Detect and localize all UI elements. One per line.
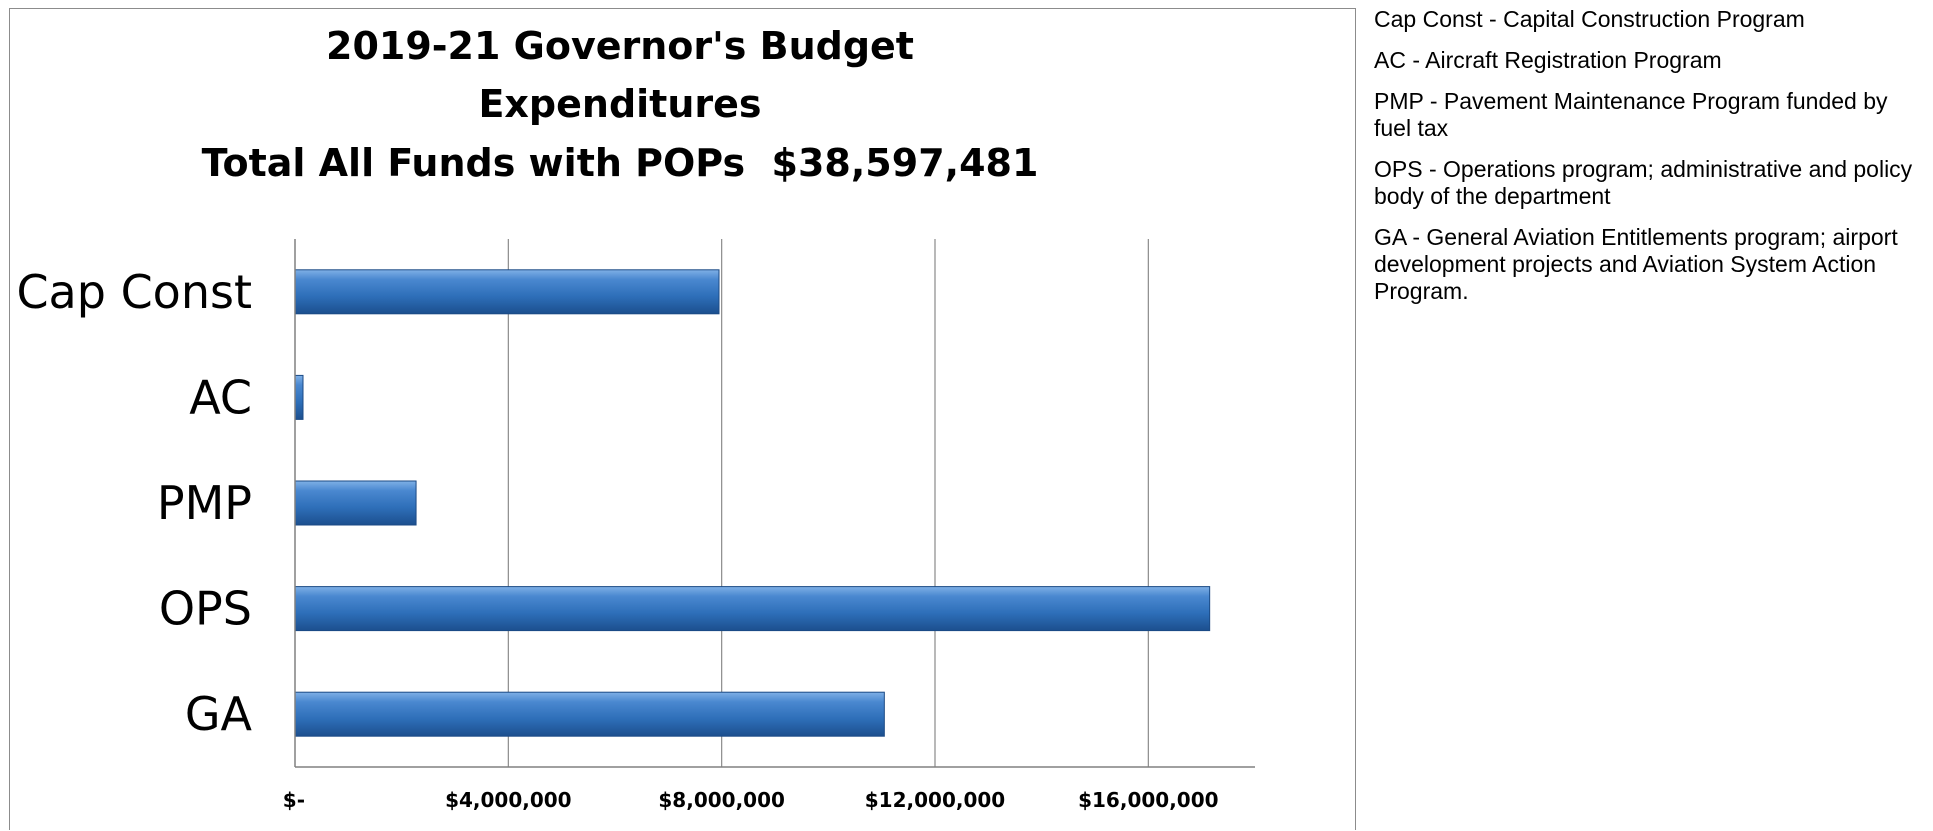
chart-title-line-3: Total All Funds with POPs $38,597,481 bbox=[202, 141, 1039, 185]
bars bbox=[294, 269, 1211, 737]
axes bbox=[294, 239, 1255, 768]
chart-title-line-1: 2019-21 Governor's Budget bbox=[326, 24, 914, 68]
category-label: Cap Const bbox=[16, 265, 252, 319]
bar-pmp bbox=[294, 480, 417, 526]
category-label: GA bbox=[185, 687, 253, 741]
bar-ops bbox=[294, 586, 1211, 632]
chart-area: Cap Const AC PMP OPS GA $- $4,000,000 $8,000,0… bbox=[9, 8, 1356, 830]
x-tick-label: $8,000,000 bbox=[658, 788, 785, 812]
note-ga: GA - General Aviation Entitlements progr… bbox=[1374, 224, 1898, 304]
note-cap-const: Cap Const - Capital Construction Program bbox=[1374, 6, 1805, 32]
x-tick-label: $16,000,000 bbox=[1078, 788, 1218, 812]
bar-chart: Cap Const AC PMP OPS GA $- $4,000,000 $8,000,0… bbox=[16, 24, 1255, 812]
x-tick-label: $12,000,000 bbox=[865, 788, 1005, 812]
category-label: OPS bbox=[159, 582, 252, 636]
x-tick-labels: $- $4,000,000 $8,000,000 $12,000,000 $16,000… bbox=[283, 788, 1219, 812]
bar-ga bbox=[294, 691, 885, 737]
category-labels: Cap Const AC PMP OPS GA bbox=[16, 265, 252, 741]
abbreviation-notes: Cap Const - Capital Construction Program… bbox=[1374, 6, 1929, 319]
note-ac: AC - Aircraft Registration Program bbox=[1374, 47, 1722, 73]
category-label: PMP bbox=[157, 476, 252, 530]
note-pmp: PMP - Pavement Maintenance Program funde… bbox=[1374, 88, 1888, 141]
x-tick-label: $4,000,000 bbox=[445, 788, 572, 812]
x-tick-label: $- bbox=[283, 788, 305, 812]
chart-title-line-2: Expenditures bbox=[478, 82, 761, 126]
note-ops: OPS - Operations program; administrative… bbox=[1374, 156, 1913, 209]
gridlines bbox=[507, 239, 1149, 767]
category-label: AC bbox=[189, 370, 252, 424]
bar-ac bbox=[294, 374, 304, 420]
bar-cap-const bbox=[294, 269, 720, 315]
